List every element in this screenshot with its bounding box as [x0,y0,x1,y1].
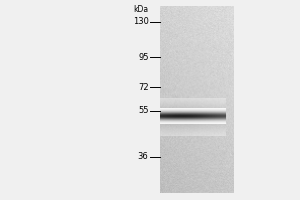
Text: 130: 130 [133,17,148,26]
Text: kDa: kDa [134,5,148,14]
Text: 55: 55 [138,106,148,115]
Text: 95: 95 [138,53,148,62]
Text: 72: 72 [138,83,148,92]
Text: 36: 36 [138,152,148,161]
